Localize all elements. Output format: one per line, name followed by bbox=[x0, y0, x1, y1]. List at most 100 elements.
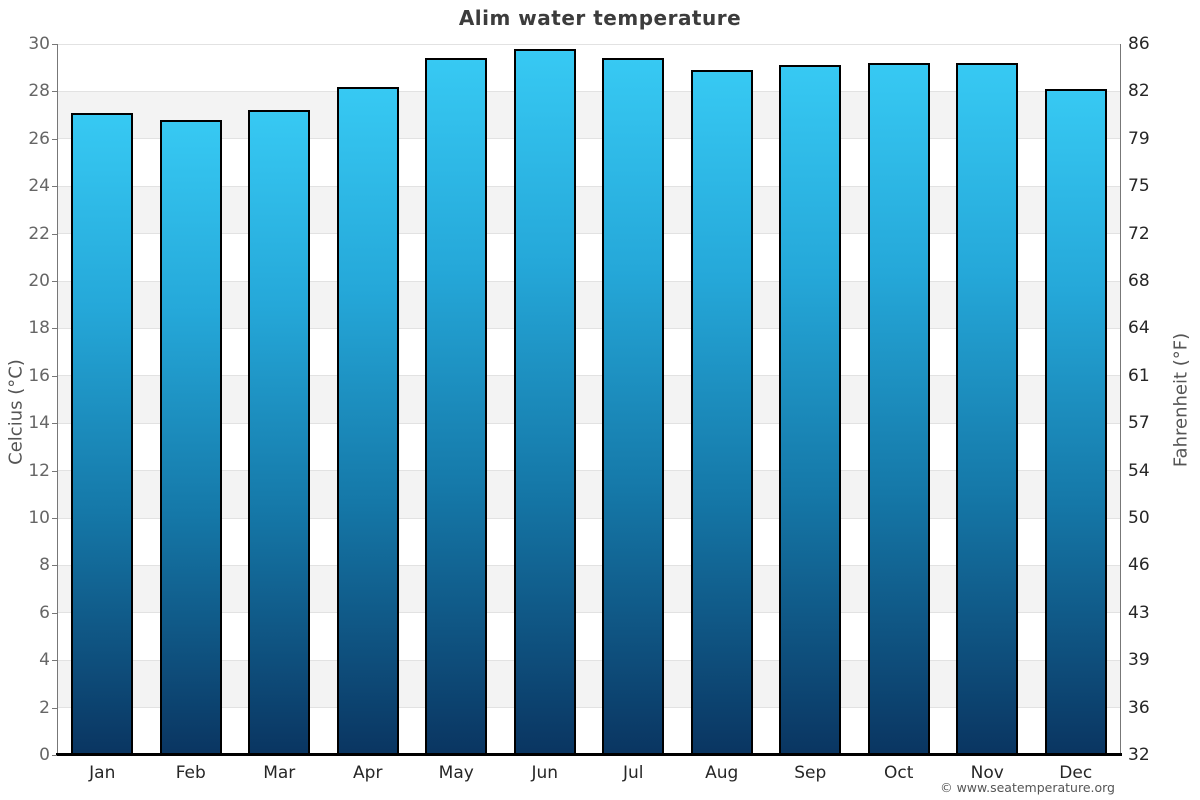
y-tick-left-6: 6 bbox=[39, 602, 50, 623]
left-axis-spine bbox=[57, 44, 58, 755]
gridline bbox=[58, 375, 1120, 377]
y-tick-left-14: 14 bbox=[28, 413, 50, 434]
y-axis-title-fahrenheit: Fahrenheit (°F) bbox=[1170, 332, 1192, 468]
tick-mark-left-6 bbox=[52, 612, 57, 614]
x-tick-may: May bbox=[438, 763, 474, 783]
y-tick-right-61: 61 bbox=[1128, 365, 1150, 386]
y-tick-left-16: 16 bbox=[28, 365, 50, 386]
bar-mar bbox=[248, 110, 311, 755]
tick-mark-left-24 bbox=[52, 186, 57, 188]
gridline bbox=[58, 659, 1120, 661]
y-tick-right-79: 79 bbox=[1128, 128, 1150, 149]
bar-oct bbox=[867, 62, 930, 755]
tick-mark-left-26 bbox=[52, 138, 57, 140]
y-tick-left-0: 0 bbox=[39, 745, 50, 765]
y-tick-right-32: 32 bbox=[1128, 745, 1150, 765]
tick-mark-left-28 bbox=[52, 91, 57, 93]
y-tick-left-10: 10 bbox=[28, 508, 50, 528]
y-tick-left-28: 28 bbox=[28, 81, 50, 102]
y-tick-right-64: 64 bbox=[1128, 318, 1150, 339]
y-tick-left-30: 30 bbox=[28, 34, 50, 54]
plot-band-plain bbox=[58, 138, 1120, 187]
gridline bbox=[58, 517, 1120, 519]
y-tick-left-20: 20 bbox=[28, 271, 50, 291]
gridline bbox=[58, 707, 1120, 709]
tick-mark-left-22 bbox=[52, 233, 57, 235]
plot-band-shaded bbox=[58, 186, 1120, 234]
plot-band-plain bbox=[58, 233, 1120, 281]
y-tick-right-46: 46 bbox=[1128, 555, 1150, 576]
gridline bbox=[58, 90, 1120, 92]
gridline bbox=[58, 470, 1120, 472]
plot-band-shaded bbox=[58, 375, 1120, 424]
y-tick-right-68: 68 bbox=[1128, 271, 1150, 291]
plot-band-plain bbox=[58, 328, 1120, 376]
y-tick-left-2: 2 bbox=[39, 697, 50, 718]
x-tick-mar: Mar bbox=[263, 763, 296, 783]
tick-mark-left-2 bbox=[52, 707, 57, 709]
plot-band-shaded bbox=[58, 660, 1120, 708]
y-tick-right-75: 75 bbox=[1128, 176, 1150, 197]
plot-band-plain bbox=[58, 423, 1120, 471]
y-tick-right-36: 36 bbox=[1128, 697, 1150, 718]
y-tick-left-24: 24 bbox=[28, 176, 50, 197]
x-tick-jan: Jan bbox=[89, 763, 116, 783]
plot-band-shaded bbox=[58, 565, 1120, 613]
x-tick-jul: Jul bbox=[622, 763, 644, 783]
plot-band-shaded bbox=[58, 281, 1120, 329]
plot-area bbox=[58, 43, 1120, 755]
y-tick-right-86: 86 bbox=[1128, 34, 1150, 54]
bar-dec bbox=[1044, 89, 1107, 755]
y-tick-right-39: 39 bbox=[1128, 650, 1150, 671]
chart-title: Alim water temperature bbox=[458, 6, 742, 30]
bar-jun bbox=[513, 48, 576, 755]
bar-may bbox=[425, 58, 488, 755]
right-axis-spine bbox=[1120, 44, 1121, 755]
x-tick-jun: Jun bbox=[531, 763, 559, 783]
x-tick-feb: Feb bbox=[175, 763, 206, 783]
bar-nov bbox=[956, 62, 1019, 755]
tick-mark-left-10 bbox=[52, 518, 57, 519]
bar-aug bbox=[690, 70, 753, 755]
y-tick-left-12: 12 bbox=[28, 460, 50, 481]
tick-mark-left-0 bbox=[52, 755, 57, 756]
y-tick-right-54: 54 bbox=[1128, 460, 1150, 481]
bar-apr bbox=[336, 86, 399, 755]
y-tick-right-57: 57 bbox=[1128, 413, 1150, 434]
y-tick-left-22: 22 bbox=[28, 223, 50, 244]
gridline bbox=[58, 422, 1120, 424]
bar-sep bbox=[779, 65, 842, 755]
tick-mark-left-12 bbox=[52, 470, 57, 472]
y-axis-title-celsius: Celcius (°C) bbox=[5, 359, 27, 465]
plot-band-plain bbox=[58, 44, 1120, 92]
gridline bbox=[58, 564, 1120, 566]
y-tick-left-4: 4 bbox=[39, 650, 50, 671]
bar-jan bbox=[71, 112, 134, 755]
gridline bbox=[58, 43, 1120, 45]
x-tick-sep: Sep bbox=[794, 763, 827, 783]
tick-mark-left-30 bbox=[52, 44, 57, 45]
bar-feb bbox=[159, 119, 222, 755]
tick-mark-left-14 bbox=[52, 423, 57, 425]
tick-mark-left-8 bbox=[52, 565, 57, 567]
tick-mark-left-20 bbox=[52, 281, 57, 282]
x-tick-dec: Dec bbox=[1059, 763, 1093, 783]
tick-mark-left-16 bbox=[52, 375, 57, 377]
gridline bbox=[58, 327, 1120, 329]
plot-band-plain bbox=[58, 612, 1120, 661]
gridline bbox=[58, 233, 1120, 235]
gridline bbox=[58, 185, 1120, 187]
y-tick-right-72: 72 bbox=[1128, 223, 1150, 244]
y-tick-left-8: 8 bbox=[39, 555, 50, 576]
plot-band-shaded bbox=[58, 470, 1120, 518]
x-tick-apr: Apr bbox=[353, 763, 383, 783]
x-tick-nov: Nov bbox=[970, 763, 1004, 783]
tick-mark-left-18 bbox=[52, 328, 57, 330]
attribution-text: © www.seatemperature.org bbox=[940, 780, 1115, 795]
bar-jul bbox=[602, 58, 665, 755]
plot-band-plain bbox=[58, 518, 1120, 566]
y-tick-right-43: 43 bbox=[1128, 602, 1150, 623]
gridline bbox=[58, 280, 1120, 282]
x-tick-oct: Oct bbox=[884, 763, 914, 783]
